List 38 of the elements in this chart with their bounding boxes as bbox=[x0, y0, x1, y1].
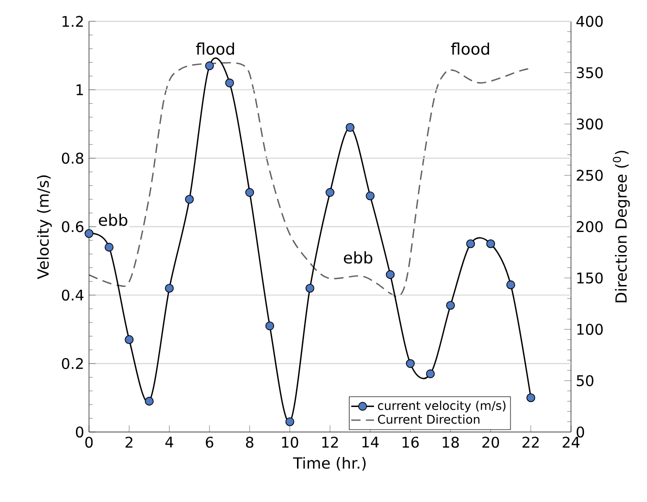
x-tick-label: 18 bbox=[442, 436, 459, 448]
x-tick-label: 8 bbox=[246, 436, 254, 448]
y2-tick-label: 150 bbox=[577, 272, 603, 284]
x-tick-label: 14 bbox=[362, 436, 379, 448]
y2-tick-label: 100 bbox=[577, 324, 603, 335]
y2-tick-label: 400 bbox=[576, 16, 603, 27]
annotation: flood bbox=[451, 42, 490, 55]
x-tick-label: 16 bbox=[402, 436, 419, 448]
x-tick-label: 20 bbox=[482, 436, 500, 448]
y2-tick-label: 50 bbox=[576, 375, 594, 386]
legend-label: Current Direction bbox=[378, 414, 480, 424]
x-tick-label: 2 bbox=[126, 436, 132, 448]
x-tick-label: 12 bbox=[322, 436, 338, 448]
y2-tick-label: 200 bbox=[576, 221, 603, 232]
y2-tick-label: 250 bbox=[576, 170, 603, 181]
y2-tick-label: 350 bbox=[576, 67, 603, 78]
annotation: flood bbox=[196, 42, 234, 55]
annotation: ebb bbox=[98, 214, 128, 226]
y-axis-title: Velocity (m/s) bbox=[36, 175, 52, 280]
x-tick-label: 24 bbox=[562, 436, 580, 448]
x-tick-label: 6 bbox=[206, 436, 214, 448]
x-axis-title: Time (hr.) bbox=[293, 456, 366, 471]
y-tick-label: 0.4 bbox=[62, 290, 84, 301]
y2-tick-label: 300 bbox=[576, 118, 603, 130]
y-tick-label: 0.6 bbox=[62, 221, 84, 232]
y2-tick-label: 0 bbox=[576, 426, 584, 438]
y-tick-label: 1 bbox=[76, 84, 83, 96]
x-tick-label: 10 bbox=[282, 436, 298, 448]
x-tick-label: 22 bbox=[522, 436, 539, 448]
y-tick-label: 0.2 bbox=[62, 358, 83, 370]
x-tick-label: 0 bbox=[85, 436, 93, 448]
y-tick-label: 0 bbox=[76, 426, 84, 438]
y2-axis-title: Direction Degree ($^{0}$) bbox=[612, 150, 630, 302]
y-tick-label: 1.2 bbox=[62, 16, 83, 27]
legend-label: current velocity (m/s) bbox=[378, 400, 506, 412]
x-tick-label: 4 bbox=[165, 436, 174, 448]
annotation: ebb bbox=[344, 251, 372, 264]
y-tick-label: 0.8 bbox=[62, 152, 84, 164]
